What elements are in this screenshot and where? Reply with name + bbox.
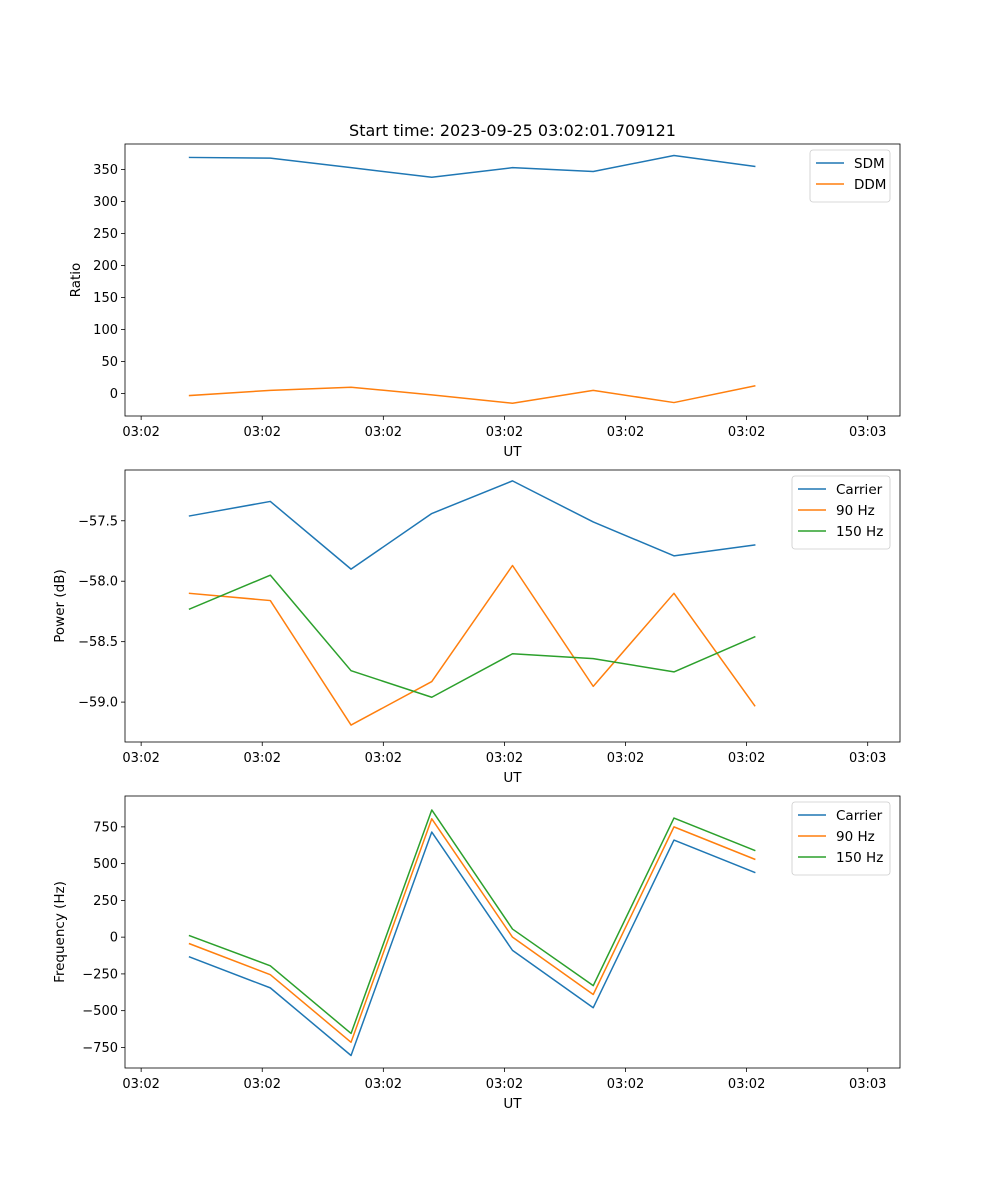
x-tick-label: 03:02 [486, 425, 523, 440]
x-tick-label: 03:02 [607, 1077, 644, 1092]
legend-label: SDM [854, 156, 885, 172]
x-tick-label: 03:02 [365, 1077, 402, 1092]
x-tick-label: 03:02 [728, 1077, 765, 1092]
x-tick-label: 03:02 [607, 425, 644, 440]
y-tick-label: 300 [93, 195, 118, 210]
series-line-carrier [188, 480, 756, 570]
y-tick-label: −500 [82, 1004, 118, 1019]
series-line-90-hz [188, 564, 756, 726]
legend-label: 150 Hz [836, 850, 883, 866]
legend-label: 90 Hz [836, 829, 875, 845]
subplot-1: 03:02 03:02 03:02 03:02 03:02 03:02 03:03 0 50 10… [68, 143, 901, 460]
y-tick-label: 50 [101, 355, 118, 370]
series-line-90-hz [188, 818, 756, 1044]
legend-label: Carrier [836, 808, 883, 824]
legend: Carrier 90 Hz 150 Hz [791, 801, 891, 876]
y-tick-label: 250 [93, 227, 118, 242]
axes-frame [124, 795, 901, 1069]
y-tick-label: 350 [93, 163, 118, 178]
legend: Carrier 90 Hz 150 Hz [791, 475, 891, 550]
legend-label: Carrier [836, 482, 883, 498]
y-tick-label: −57.5 [78, 514, 118, 529]
y-tick-label: 500 [93, 857, 118, 872]
y-tick-label: −59.0 [78, 696, 118, 711]
x-tick-label: 03:02 [607, 751, 644, 766]
series-line-150-hz [188, 809, 756, 1035]
figure-title: Start time: 2023-09-25 03:02:01.709121 [349, 121, 676, 140]
subplot-3: 03:02 03:02 03:02 03:02 03:02 03:02 03:03 −750 −… [52, 795, 901, 1112]
y-tick-label: −58.0 [78, 575, 118, 590]
y-tick-label: 750 [93, 820, 118, 835]
y-tick-label: 200 [93, 259, 118, 274]
x-tick-label: 03:02 [365, 425, 402, 440]
x-tick-label: 03:02 [486, 751, 523, 766]
x-axis-label: UT [503, 444, 522, 460]
x-tick-label: 03:02 [728, 751, 765, 766]
x-tick-label: 03:03 [849, 425, 886, 440]
series-line-150-hz [188, 574, 756, 699]
series-line-sdm [188, 154, 756, 179]
x-tick-label: 03:02 [244, 1077, 281, 1092]
series-line-carrier [188, 831, 756, 1057]
subplot-2: 03:02 03:02 03:02 03:02 03:02 03:02 03:03 −59.0… [52, 469, 901, 786]
x-tick-label: 03:02 [122, 1077, 159, 1092]
x-tick-label: 03:02 [122, 751, 159, 766]
y-tick-label: 0 [110, 387, 118, 402]
axes-frame [124, 143, 901, 417]
y-tick-label: −58.5 [78, 635, 118, 650]
x-tick-label: 03:02 [244, 751, 281, 766]
series-line-ddm [188, 385, 756, 404]
y-axis-label: Ratio [68, 263, 84, 298]
y-tick-label: 250 [93, 894, 118, 909]
y-tick-label: −750 [82, 1041, 118, 1056]
x-tick-label: 03:02 [486, 1077, 523, 1092]
y-tick-label: −250 [82, 967, 118, 982]
plots-container: 03:02 03:02 03:02 03:02 03:02 03:02 03:03 0 50 10… [52, 143, 901, 1112]
x-axis-label: UT [503, 1096, 522, 1112]
x-tick-label: 03:02 [122, 425, 159, 440]
y-axis-label: Power (dB) [52, 569, 68, 642]
x-tick-label: 03:02 [244, 425, 281, 440]
x-tick-label: 03:03 [849, 1077, 886, 1092]
x-tick-label: 03:02 [728, 425, 765, 440]
y-tick-label: 100 [93, 323, 118, 338]
y-axis-label: Frequency (Hz) [52, 881, 68, 983]
legend-label: 90 Hz [836, 503, 875, 519]
y-tick-label: 0 [110, 931, 118, 946]
x-tick-label: 03:03 [849, 751, 886, 766]
legend-label: DDM [854, 177, 886, 193]
x-axis-label: UT [503, 770, 522, 786]
y-tick-label: 150 [93, 291, 118, 306]
legend-label: 150 Hz [836, 524, 883, 540]
axes-frame [124, 469, 901, 743]
x-tick-label: 03:02 [365, 751, 402, 766]
legend: SDM DDM [809, 149, 891, 203]
